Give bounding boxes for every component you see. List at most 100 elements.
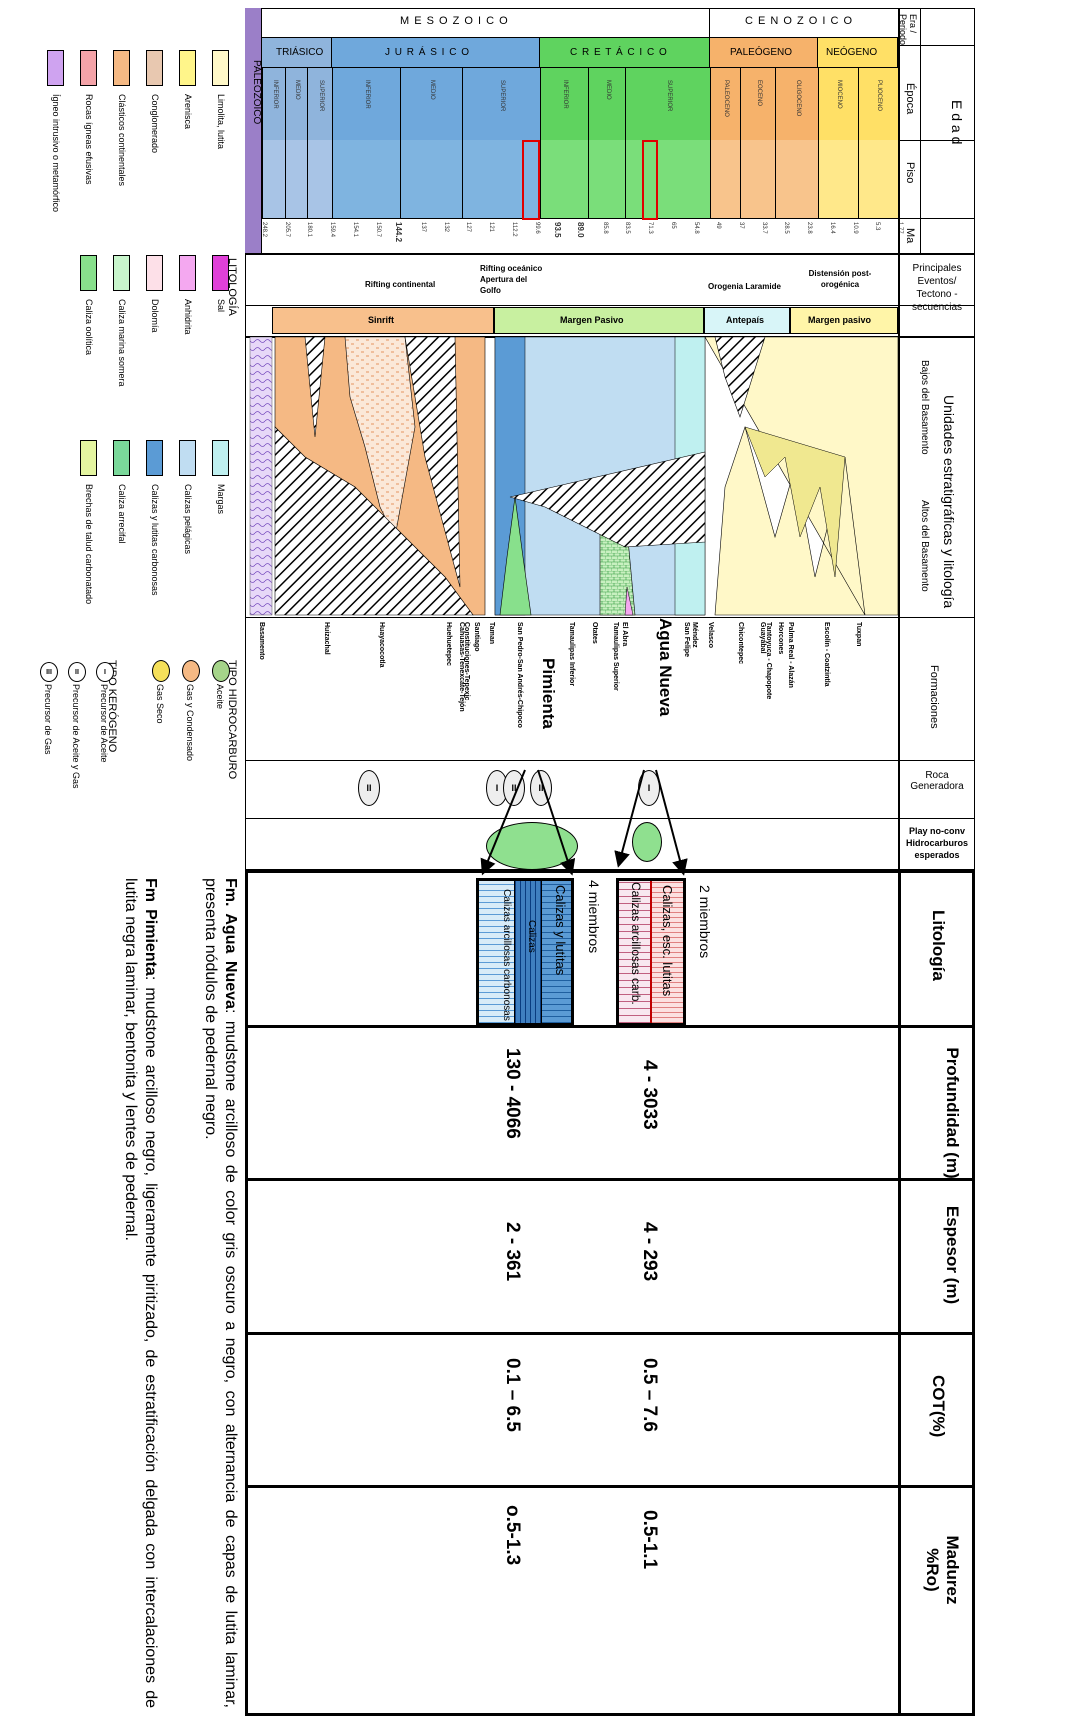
tectono-sinrift [272, 307, 494, 334]
oolitic-body [499, 496, 532, 616]
formation-label-15: San Felipe [683, 622, 690, 658]
period-jurasico-label: J U R Á S I C O [385, 47, 471, 58]
age-label-21: 37 [738, 222, 744, 229]
basement-high-2 [304, 337, 326, 438]
hydro-label-1: Gas y Condensado [185, 684, 195, 762]
properties-table [245, 870, 975, 1716]
title-play: Play no-conv Hidrocarburos esperados [905, 826, 968, 860]
formation-label-21: Palma Real - Alazán [787, 622, 794, 688]
formation-label-20: Guayabal [759, 622, 766, 654]
period-paleogeno [710, 38, 818, 68]
legend-swatch-2 [146, 50, 163, 86]
piso-row-bg-jurasico [332, 140, 540, 218]
period-cretacico-label: C R E T Á C I C O [570, 47, 668, 58]
age-label-27: 5.3 [874, 222, 881, 231]
pimienta-profundidad: 130 - 4066 [502, 1048, 523, 1139]
hydro-dot-0 [212, 660, 230, 682]
description-pimienta-name: Fm Pimienta [142, 878, 159, 976]
epoch-label-12: MIOCENO [836, 80, 842, 109]
ma-row-bottom [245, 253, 975, 255]
basement-high-1 [274, 426, 474, 616]
formation-pimienta-highlight: Pimienta [539, 658, 558, 729]
tectono-margen-pasivo-2 [790, 307, 898, 334]
legend-swatch-12 [179, 440, 196, 476]
epoch-label-11: OLIGOCENO [794, 80, 801, 117]
epoch-divider-0 [262, 68, 263, 218]
epoch-divider-7 [588, 68, 589, 218]
epoch-row-bg-triasico [262, 68, 332, 140]
legend-swatch-4 [80, 50, 97, 86]
legend-label-10: Caliza oolítica [84, 299, 94, 356]
lith-pimienta-text-1: Calizas y lutitas [553, 885, 568, 976]
formation-label-23: Escolín - Coatzintla [823, 622, 830, 687]
formation-label-18: Chicontepec [737, 622, 744, 665]
roca-row-bottom [245, 818, 975, 819]
piso-divider [262, 218, 898, 219]
epoch-label-0: INFERIOR [271, 80, 278, 109]
formation-label-24: Tuxpan [855, 622, 862, 647]
age-label-3: 159.4 [329, 222, 336, 238]
title-divider-4 [920, 8, 921, 253]
lith-pimienta-band-2 [514, 881, 541, 1023]
age-label-6: 144.2 [394, 222, 404, 243]
lith-agua-nueva-band-1 [650, 881, 683, 1023]
age-label-0: 248.2 [261, 222, 267, 238]
title-altos: Altos del Basamento [919, 500, 930, 592]
legend-label-8: Dolomía [150, 299, 160, 333]
legend-label-5: Ígneo intrusivo o metamórfico [51, 94, 61, 213]
formation-label-2: Huayacocotla [378, 622, 385, 668]
title-litologia: Litología [929, 910, 948, 981]
formation-agua-nueva-highlight: Agua Nueva [656, 618, 675, 717]
formation-label-19: Tantoyuca - Chapopote [765, 622, 772, 700]
highlight-tithoniano-box [522, 140, 540, 220]
epoch-divider-8 [625, 68, 626, 218]
description-agua-nueva: Fm. Agua Nueva: mudstone arcilloso de co… [200, 878, 240, 1708]
legend-swatch-8 [146, 255, 163, 291]
legend-swatch-11 [212, 440, 229, 476]
event-rifting-oceanico: Rifting oceánico Apertura del Golfo [480, 264, 543, 295]
formation-label-4: Huehuetepec [445, 622, 452, 666]
formation-label-8: San Pedro-San Andrés-Chipoco [516, 622, 523, 728]
tectono-label-sinrift: Sinrift [368, 315, 394, 325]
title-units: Unidades estratigráficas y litología [941, 395, 957, 609]
lith-agua-nueva-text-1: Calizas, esc. lutitas [660, 885, 675, 997]
legend-swatch-0 [212, 50, 229, 86]
formation-label-17: Velasco [707, 622, 714, 649]
kerogen-label-0: Precursor de Aceite [99, 684, 109, 763]
legend-swatch-14 [113, 440, 130, 476]
age-label-13: 93.5 [553, 222, 563, 238]
age-label-24: 23.8 [806, 222, 813, 234]
era-row [262, 8, 898, 38]
legend-swatch-1 [179, 50, 196, 86]
age-label-18: 65 [669, 222, 676, 229]
age-label-2: 180.1 [306, 222, 313, 238]
description-pimienta-text: : mudstone arcilloso negro, ligeramente … [122, 878, 159, 1709]
period-paleogeno-label: PALEÓGENO [730, 47, 793, 58]
title-era: Era / Periodo [898, 14, 918, 46]
title-divider-1 [898, 45, 975, 46]
legend-label-0: Limolita, lutita [216, 94, 226, 150]
arrow-agua-left [614, 769, 645, 868]
lith-agua-nueva-frame [616, 878, 686, 1026]
event-distension: Distensión post-orogénica [808, 269, 872, 289]
tectono-label-margen: Margen Pasivo [560, 315, 624, 325]
legend-label-9: Caliza marina somera [117, 299, 127, 387]
legend-swatch-9 [113, 255, 130, 291]
formation-label-0: Basamento [258, 622, 265, 660]
legend-swatch-7 [179, 255, 196, 291]
age-label-1: 205.7 [283, 222, 290, 238]
formation-label-12: Tamaulipas Superior [612, 622, 619, 691]
legend-label-13: Calizas y lutitas carbonosas [150, 484, 160, 596]
epoch-label-3: INFERIOR [364, 80, 370, 109]
legend-label-15: Brechas de talud carbonatado [84, 484, 94, 605]
epoch-label-6: INFERIOR [562, 80, 568, 109]
hydro-label-0: Aceite [215, 684, 225, 710]
title-epoca: Época [904, 83, 916, 115]
era-mesozoico-cell [262, 8, 710, 38]
legend-swatch-6 [212, 255, 229, 291]
age-label-10: 121 [488, 222, 495, 233]
epoch-label-4: MEDIO [429, 80, 435, 100]
epoch-divider-10 [740, 68, 741, 218]
epoch-divider-4 [400, 68, 401, 218]
